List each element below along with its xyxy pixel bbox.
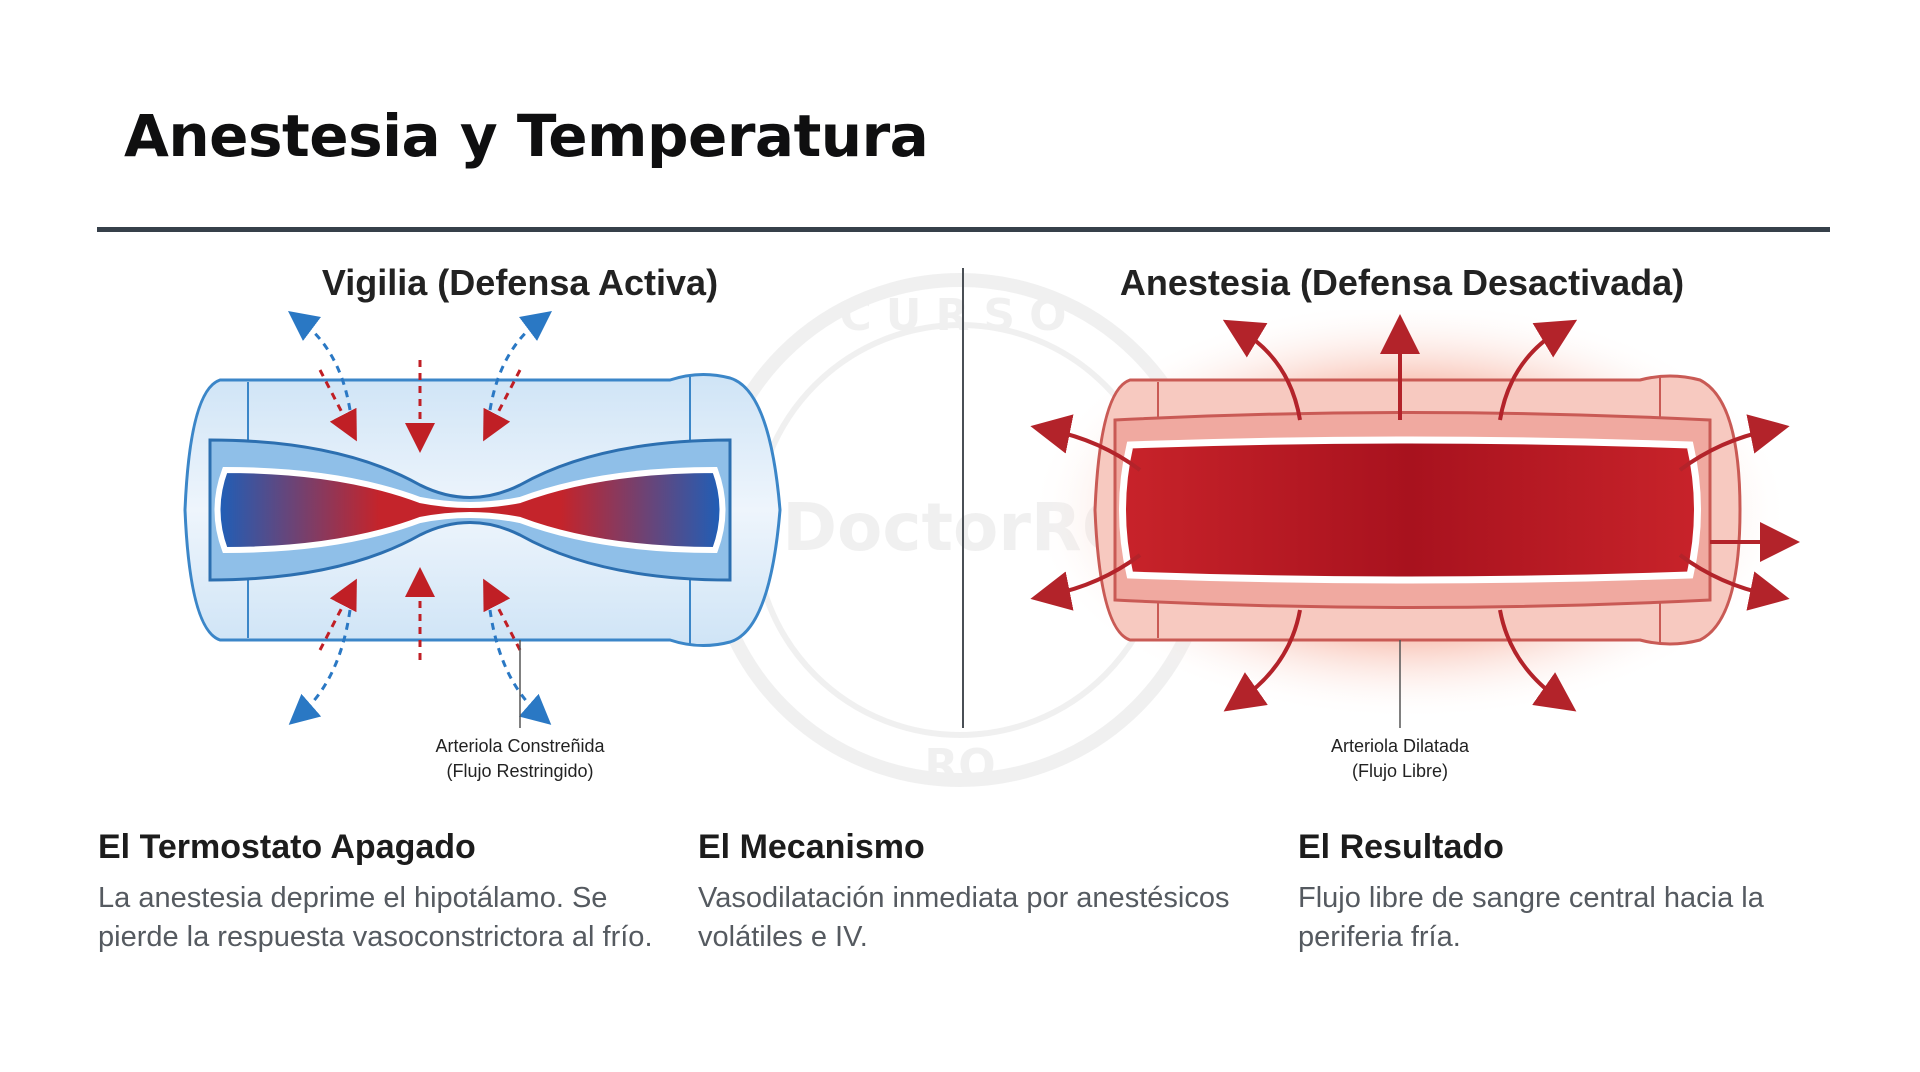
inward-arrow xyxy=(483,578,522,651)
column-body: La anestesia deprime el hipotálamo. Se p… xyxy=(98,882,653,953)
heat-arrow xyxy=(1030,553,1142,611)
column-body: Vasodilatación inmediata por anestésicos… xyxy=(698,882,1230,953)
outward-arrow xyxy=(488,609,552,725)
heat-arrow xyxy=(1223,609,1302,712)
constricted-arteriole-diagram xyxy=(183,310,782,728)
heat-arrow xyxy=(1222,319,1302,421)
column-heading: El Resultado xyxy=(1298,828,1504,866)
right-caption: Arteriola Dilatada (Flujo Libre) xyxy=(1250,734,1550,784)
inward-arrow xyxy=(318,369,357,442)
outward-arrow xyxy=(288,310,352,411)
wide-lumen xyxy=(1119,436,1701,584)
title-rule xyxy=(97,227,1830,232)
heat-arrow xyxy=(1678,414,1790,472)
dilated-arteriole-diagram xyxy=(1030,310,1800,728)
right-caption-line2: (Flujo Libre) xyxy=(1351,761,1449,781)
heat-arrow xyxy=(1678,553,1790,611)
heat-arrow xyxy=(1498,609,1577,712)
left-panel-heading: Vigilia (Defensa Activa) xyxy=(321,262,719,303)
page-title: Anestesia y Temperatura xyxy=(124,102,929,170)
narrow-lumen xyxy=(214,466,726,554)
column-thermostat: El Termostato Apagado La anestesia depri… xyxy=(98,828,658,957)
heat-arrow xyxy=(1030,414,1142,472)
column-result: El Resultado Flujo libre de sangre centr… xyxy=(1298,828,1858,957)
inward-arrow xyxy=(318,578,357,651)
column-heading: El Mecanismo xyxy=(698,828,925,866)
right-panel-heading: Anestesia (Defensa Desactivada) xyxy=(1119,262,1685,303)
heat-arrow xyxy=(1498,319,1578,421)
left-caption: Arteriola Constreñida (Flujo Restringido… xyxy=(370,734,670,784)
left-caption-line1: Arteriola Constreñida xyxy=(435,736,605,756)
left-caption-line2: (Flujo Restringido) xyxy=(446,761,594,781)
watermark-bottom: RO xyxy=(924,740,995,791)
outward-arrow xyxy=(288,609,352,725)
column-mechanism: El Mecanismo Vasodilatación inmediata po… xyxy=(698,828,1258,957)
right-caption-line1: Arteriola Dilatada xyxy=(1330,736,1470,756)
column-body: Flujo libre de sangre central hacia la p… xyxy=(1298,882,1764,953)
panel-divider xyxy=(962,268,964,728)
outward-arrow xyxy=(488,310,552,411)
column-heading: El Termostato Apagado xyxy=(98,828,476,866)
inward-arrow xyxy=(483,369,522,442)
